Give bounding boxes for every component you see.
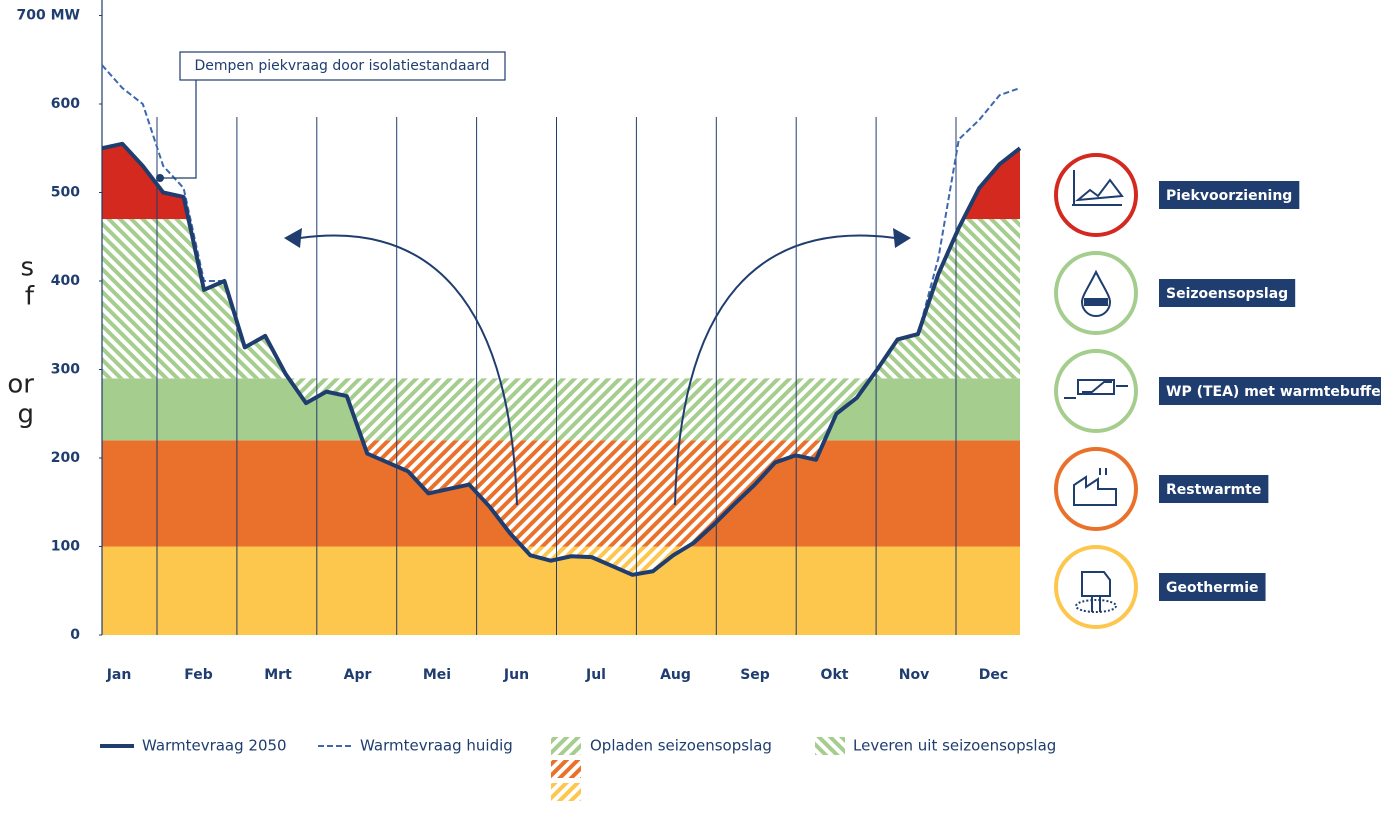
legend-label: Piekvoorziening (1166, 188, 1292, 204)
legend-label: Warmtevraag huidig (360, 737, 513, 755)
y-tick-label: 700 MW (17, 8, 80, 24)
y-tick-label: 300 (51, 362, 80, 378)
icons (1064, 170, 1128, 613)
legend-label: Seizoensopslag (1166, 286, 1288, 302)
legend-label: Warmtevraag 2050 (142, 737, 287, 755)
legend-swatch (551, 737, 581, 755)
y-tick-label: 500 (51, 185, 80, 201)
arrow (299, 234, 518, 506)
legend-label-box (1159, 181, 1300, 209)
month-lines (156, 117, 957, 635)
icon-wp (1064, 379, 1128, 399)
legend-label: Leveren uit seizoensopslag (853, 737, 1056, 755)
annotation-box (179, 51, 506, 81)
right-legend: Geothermie Restwarmte WP (TEA) met warmteb… (1054, 153, 1381, 629)
annotation-leader (160, 80, 197, 179)
band (102, 143, 1020, 220)
legend-swatch (815, 737, 845, 755)
clipped-text: f (25, 282, 35, 312)
x-tick-label: Jan (106, 667, 132, 683)
icon-peak (1072, 170, 1124, 206)
band (102, 546, 1020, 635)
x-tick-label: Jul (585, 667, 606, 683)
clipped-text: or (7, 370, 34, 400)
x-tick-label: Nov (899, 667, 929, 683)
legend-label: Opladen seizoensopslag (590, 737, 772, 755)
annotation-dot (156, 174, 164, 182)
legend-label-box (1159, 279, 1296, 307)
x-tick-label: Okt (821, 667, 849, 683)
series-line (101, 141, 1022, 577)
legend-swatch (551, 783, 581, 801)
annotation: Dempen piekvraag door isolatiestandaard (195, 58, 490, 74)
y-tick-label: 0 (70, 627, 80, 643)
x-tick-label: Mei (423, 667, 451, 683)
x-tick-label: Feb (184, 667, 213, 683)
y-tick-label: 400 (51, 273, 80, 289)
arrow-head (284, 228, 302, 248)
x-tick-label: Sep (740, 667, 770, 683)
arrow-head (893, 228, 911, 248)
legend-ring (1054, 545, 1138, 629)
lines (101, 64, 1022, 577)
legend-swatch (551, 760, 581, 778)
bottom-legend: Warmtevraag 2050 Warmtevraag huidig Oplade… (100, 737, 1056, 801)
legend-label: WP (TEA) met warmtebuffer (1166, 384, 1381, 400)
icon-factory (1073, 468, 1117, 506)
icon-drop (1080, 269, 1112, 317)
y-tick-label: 600 (51, 96, 80, 112)
icon-geo (1081, 571, 1111, 612)
arrow (674, 234, 896, 506)
x-tick-label: Jun (503, 667, 529, 683)
legend-label-box (1159, 475, 1269, 503)
legend-label-box (1159, 573, 1266, 601)
band (102, 219, 1020, 379)
icon-geo-ring (1075, 599, 1117, 613)
x-tick-label: Dec (979, 667, 1008, 683)
x-tick-label: Apr (344, 667, 372, 683)
legend-label: Geothermie (1166, 580, 1259, 596)
clipped-text: g (17, 400, 34, 430)
x-tick-label: Aug (660, 667, 691, 683)
legend-ring (1054, 349, 1138, 433)
legend-ring (1054, 251, 1138, 335)
y-tick-label: 100 (51, 539, 80, 555)
y-tick-label: 200 (51, 450, 80, 466)
x-tick-label: Mrt (264, 667, 292, 683)
legend-label-box (1159, 377, 1381, 405)
legend-ring (1054, 447, 1138, 531)
clipped-text: s (20, 253, 34, 283)
legend-label: Restwarmte (1166, 482, 1261, 498)
